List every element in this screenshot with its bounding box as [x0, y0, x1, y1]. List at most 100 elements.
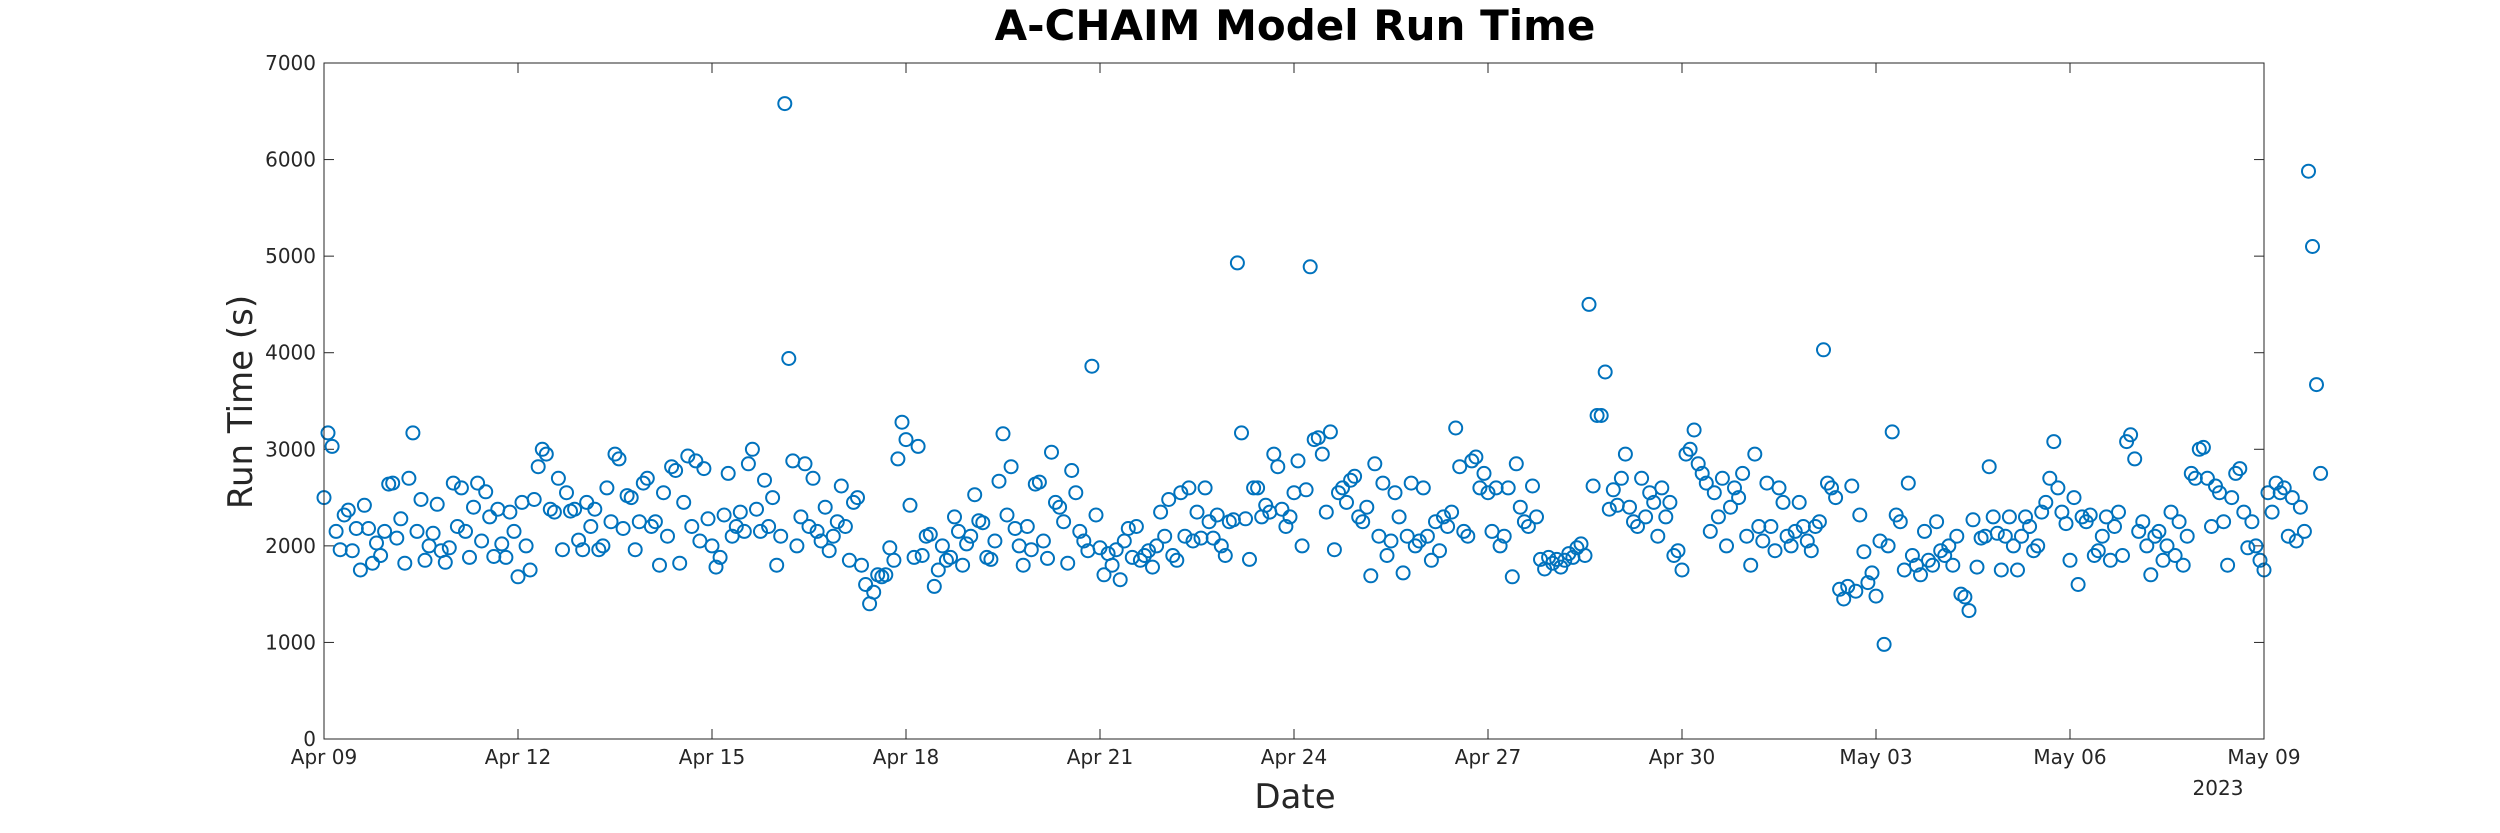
data-point: [1419, 528, 1435, 544]
data-point: [526, 492, 542, 507]
data-point: [1743, 557, 1759, 573]
data-point: [736, 523, 752, 539]
data-point: [1759, 475, 1775, 491]
x-tick-label: Apr 30: [1649, 745, 1715, 769]
data-point: [2224, 490, 2240, 506]
data-point: [2111, 504, 2126, 520]
data-point: [1710, 509, 1726, 525]
data-point: [959, 536, 975, 552]
data-point: [1407, 538, 1423, 554]
data-point: [1072, 523, 1088, 539]
data-point: [728, 519, 744, 534]
data-point: [1719, 538, 1734, 554]
data-point: [1480, 485, 1496, 501]
data-point: [1011, 538, 1027, 554]
x-tick-label: May 03: [1839, 745, 1912, 769]
data-point: [894, 414, 910, 430]
data-point: [1868, 588, 1884, 604]
data-point: [2292, 499, 2308, 515]
data-point: [2066, 490, 2082, 506]
data-point: [882, 540, 898, 556]
data-point: [1068, 485, 1084, 501]
data-point: [1569, 540, 1585, 556]
data-point: [2090, 543, 2106, 559]
y-tick-label: 1000: [265, 630, 316, 654]
data-point: [2309, 377, 2324, 393]
data-point: [458, 523, 473, 539]
data-point: [635, 475, 651, 491]
data-point: [1597, 364, 1613, 380]
data-point: [2022, 519, 2038, 534]
data-point: [437, 554, 453, 570]
data-point: [2171, 514, 2187, 530]
data-point: [2204, 519, 2219, 534]
data-point: [1504, 569, 1520, 585]
data-point: [583, 519, 599, 534]
data-point: [340, 502, 356, 518]
data-point: [627, 542, 643, 558]
data-point: [1371, 528, 1387, 544]
data-point: [2248, 538, 2264, 554]
data-point: [846, 494, 861, 510]
data-point: [664, 459, 680, 475]
data-point: [680, 448, 696, 464]
data-point: [785, 453, 801, 469]
data-point: [1355, 514, 1371, 530]
data-point: [1892, 514, 1908, 530]
data-point: [987, 533, 1003, 549]
data-point: [405, 425, 421, 441]
data-point: [1949, 528, 1965, 544]
data-point: [1310, 430, 1326, 446]
data-point: [1201, 514, 1217, 530]
data-point: [1686, 422, 1702, 438]
data-point: [1448, 420, 1464, 436]
data-point: [1791, 494, 1807, 510]
data-point: [1925, 557, 1941, 573]
data-point: [647, 514, 663, 530]
data-point: [1314, 446, 1330, 462]
x-tick-label: Apr 21: [1067, 745, 1133, 769]
data-point: [2252, 552, 2268, 568]
data-point: [2115, 548, 2130, 563]
data-point: [1779, 528, 1795, 544]
data-point: [2050, 480, 2066, 496]
data-point: [1375, 475, 1391, 491]
data-point: [1040, 550, 1055, 566]
data-point: [486, 549, 502, 564]
data-point: [1961, 603, 1977, 619]
data-point: [1234, 425, 1249, 441]
data-point: [2107, 519, 2122, 534]
data-point: [1120, 521, 1136, 536]
data-point: [2163, 504, 2179, 520]
data-point: [579, 494, 595, 510]
data-point: [1128, 519, 1144, 534]
data-point: [2086, 548, 2102, 563]
y-tick-label: 4000: [265, 341, 316, 365]
data-point: [672, 555, 688, 571]
data-point: [1917, 523, 1932, 539]
data-point: [1209, 507, 1225, 523]
x-tick-label: May 06: [2033, 745, 2106, 769]
data-point: [1771, 480, 1787, 496]
data-point: [1549, 551, 1565, 567]
data-point: [494, 536, 510, 552]
data-point: [1941, 538, 1957, 554]
data-point: [1193, 530, 1209, 546]
data-point: [676, 494, 692, 510]
data-point: [789, 538, 805, 554]
data-point: [2232, 461, 2248, 477]
x-tick-label: May 09: [2227, 745, 2300, 769]
data-point: [462, 549, 477, 565]
data-point: [328, 523, 344, 539]
data-point: [1084, 358, 1100, 374]
data-point: [393, 511, 409, 527]
data-point: [1957, 589, 1973, 605]
data-point: [555, 542, 570, 558]
data-point: [2127, 451, 2143, 467]
data-point: [1953, 586, 1969, 602]
data-point: [866, 584, 882, 600]
data-point: [1828, 490, 1844, 506]
y-tick-label: 7000: [265, 51, 316, 75]
data-point: [740, 456, 756, 472]
data-point: [1440, 519, 1456, 534]
